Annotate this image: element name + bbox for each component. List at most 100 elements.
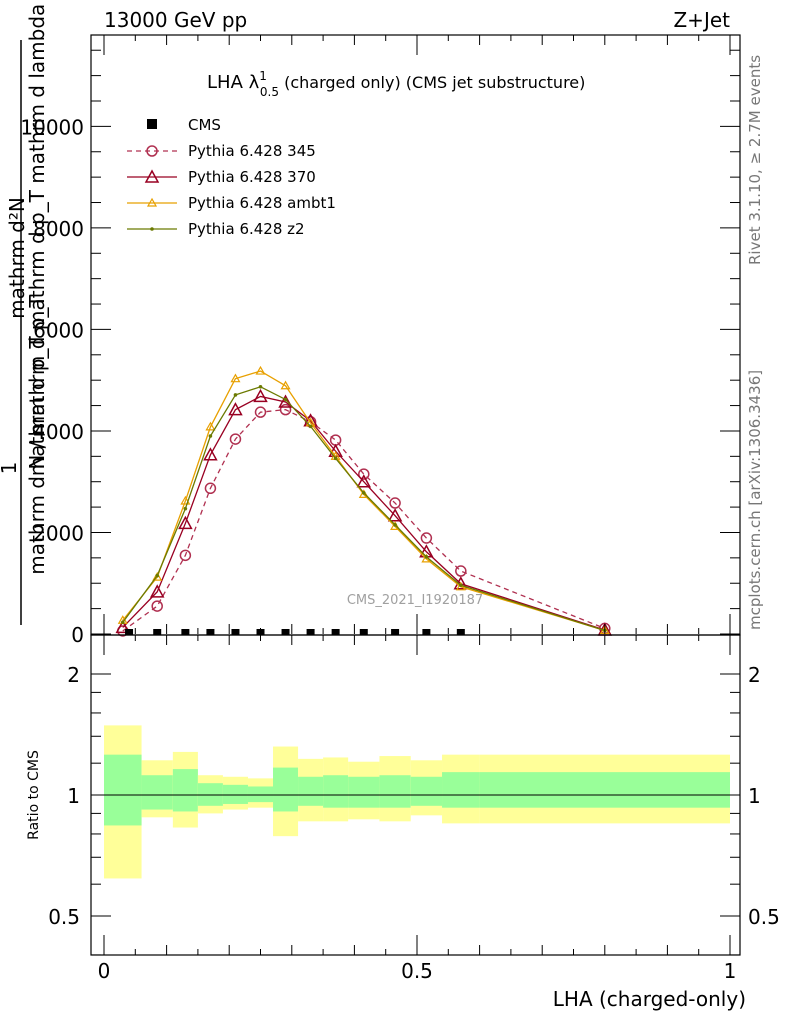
series-line-1 xyxy=(122,408,606,632)
ratio-y-tick-label-right: 1 xyxy=(748,784,761,808)
ratio-band-inner xyxy=(479,772,730,808)
legend-item-4: Pythia 6.428 z2 xyxy=(127,220,305,238)
x-tick-label: 1 xyxy=(724,959,737,983)
legend-marker-cms xyxy=(147,119,157,129)
header-left-label: 13000 GeV pp xyxy=(104,8,247,32)
series-point-2 xyxy=(203,447,218,461)
series-point-3 xyxy=(358,489,369,499)
series-4 xyxy=(120,384,607,633)
series-point-1 xyxy=(204,482,217,495)
series-point-2 xyxy=(115,619,131,634)
ratio-band-inner xyxy=(141,775,173,810)
axis-ticks: 0 2000 4000 6000 8000 10000 0 0.5 1 0.5 0.5 1 1 2 2 xyxy=(20,35,780,983)
series-point-4 xyxy=(258,384,263,389)
cms-data-point xyxy=(391,629,400,635)
series-point-4 xyxy=(208,434,213,438)
ratio-band-inner xyxy=(247,786,274,803)
ratio-band-inner xyxy=(323,775,349,808)
legend-marker-1 xyxy=(146,145,158,157)
series-point-1 xyxy=(279,403,292,416)
ratio-band-inner xyxy=(348,776,380,808)
rivet-version-label: Rivet 3.1.10, ≥ 2.7M events xyxy=(746,55,764,265)
series-point-3 xyxy=(205,421,216,431)
main-y-tick-label: 0 xyxy=(71,623,84,647)
legend-label-0: CMS xyxy=(188,116,221,134)
series-point-2 xyxy=(149,584,165,598)
series-point-3 xyxy=(255,365,266,375)
series-point-1 xyxy=(229,433,242,445)
ratio-band-inner xyxy=(104,754,142,826)
legend-item-2: Pythia 6.428 370 xyxy=(127,168,316,186)
x-tick-label: 0 xyxy=(98,959,111,983)
cms-data-point xyxy=(206,629,215,635)
ratio-band-inner xyxy=(379,775,411,808)
cms-data-point xyxy=(422,629,431,635)
legend-marker-4 xyxy=(150,227,154,231)
legend-marker-2 xyxy=(144,169,160,183)
series-point-3 xyxy=(230,373,241,383)
header-right-label: Z+Jet xyxy=(673,8,730,32)
series-line-3 xyxy=(122,370,605,632)
series-point-2 xyxy=(278,394,293,408)
series-point-4 xyxy=(308,424,313,429)
series-point-1 xyxy=(151,600,163,612)
series-point-2 xyxy=(356,474,372,488)
plot-title-prefix: LHA λ xyxy=(207,72,260,93)
legend-label-4: Pythia 6.428 z2 xyxy=(188,220,305,238)
analysis-watermark: CMS_2021_I1920187 xyxy=(347,593,483,608)
cms-data-point xyxy=(281,629,290,635)
x-axis-label: LHA (charged-only) xyxy=(553,987,746,1011)
main-y-tick-label: 6000 xyxy=(33,318,84,342)
series-point-1 xyxy=(329,434,342,446)
series-point-1 xyxy=(455,565,467,577)
series-point-4 xyxy=(233,393,238,397)
ylabel-one: 1 xyxy=(0,462,21,475)
legend-item-3: Pythia 6.428 ambt1 xyxy=(127,194,336,212)
main-y-axis-label: 1 mathrm d²N mathrm d p_T mathrm d p_T m… xyxy=(0,4,49,625)
x-tick-label: 0.5 xyxy=(401,959,433,983)
ratio-band-inner xyxy=(197,783,223,806)
series-point-4 xyxy=(459,583,463,588)
legend-item-1: Pythia 6.428 345 xyxy=(127,142,316,160)
series-point-3 xyxy=(180,495,191,505)
series-point-3 xyxy=(390,521,401,530)
plot-title-sub: 0.5 xyxy=(260,85,279,99)
legend-marker-3 xyxy=(146,197,158,207)
legend-label-3: Pythia 6.428 ambt1 xyxy=(188,194,336,212)
main-y-tick-label: 8000 xyxy=(33,217,84,241)
series-point-4 xyxy=(424,555,429,559)
ratio-y-tick-label-left: 1 xyxy=(67,784,80,808)
main-y-tick-label: 10000 xyxy=(20,115,84,139)
series-point-4 xyxy=(283,397,288,402)
series-point-3 xyxy=(152,571,163,581)
cms-data-point xyxy=(231,629,240,635)
plot-title-suffix: (charged only) (CMS jet substructure) xyxy=(279,73,585,92)
series-point-4 xyxy=(120,620,125,625)
series-point-3 xyxy=(280,380,291,390)
cms-data-point xyxy=(359,629,368,635)
series-point-4 xyxy=(393,523,397,527)
cms-data-point xyxy=(331,629,340,635)
cms-data-point xyxy=(153,629,162,635)
ratio-y-tick-label-right: 0.5 xyxy=(748,905,780,929)
ratio-band-inner xyxy=(410,776,443,806)
legend-item-0: CMS xyxy=(147,116,221,134)
cms-data-point xyxy=(125,629,134,635)
main-y-tick-label: 2000 xyxy=(33,521,84,545)
ylabel-den-back: mathrm d p_T mathrm d p_T mathrm d lambd… xyxy=(25,4,49,477)
ratio-band-inner xyxy=(172,769,198,812)
series-point-4 xyxy=(333,456,338,461)
ratio-bands xyxy=(104,725,730,879)
ratio-y-tick-label-left: 2 xyxy=(67,663,80,687)
ratio-band-inner xyxy=(222,784,248,804)
series-point-1 xyxy=(389,497,401,509)
series-point-2 xyxy=(387,508,403,522)
legend-label-1: Pythia 6.428 345 xyxy=(188,142,316,160)
series-point-2 xyxy=(228,402,243,416)
ylabel-numerator: mathrm d²N xyxy=(5,197,29,319)
legend: CMS Pythia 6.428 345 Pythia 6.428 370 Pythi… xyxy=(127,116,336,238)
main-y-tick-label: 4000 xyxy=(33,420,84,444)
series-point-4 xyxy=(183,506,188,511)
legend-label-2: Pythia 6.428 370 xyxy=(188,168,316,186)
